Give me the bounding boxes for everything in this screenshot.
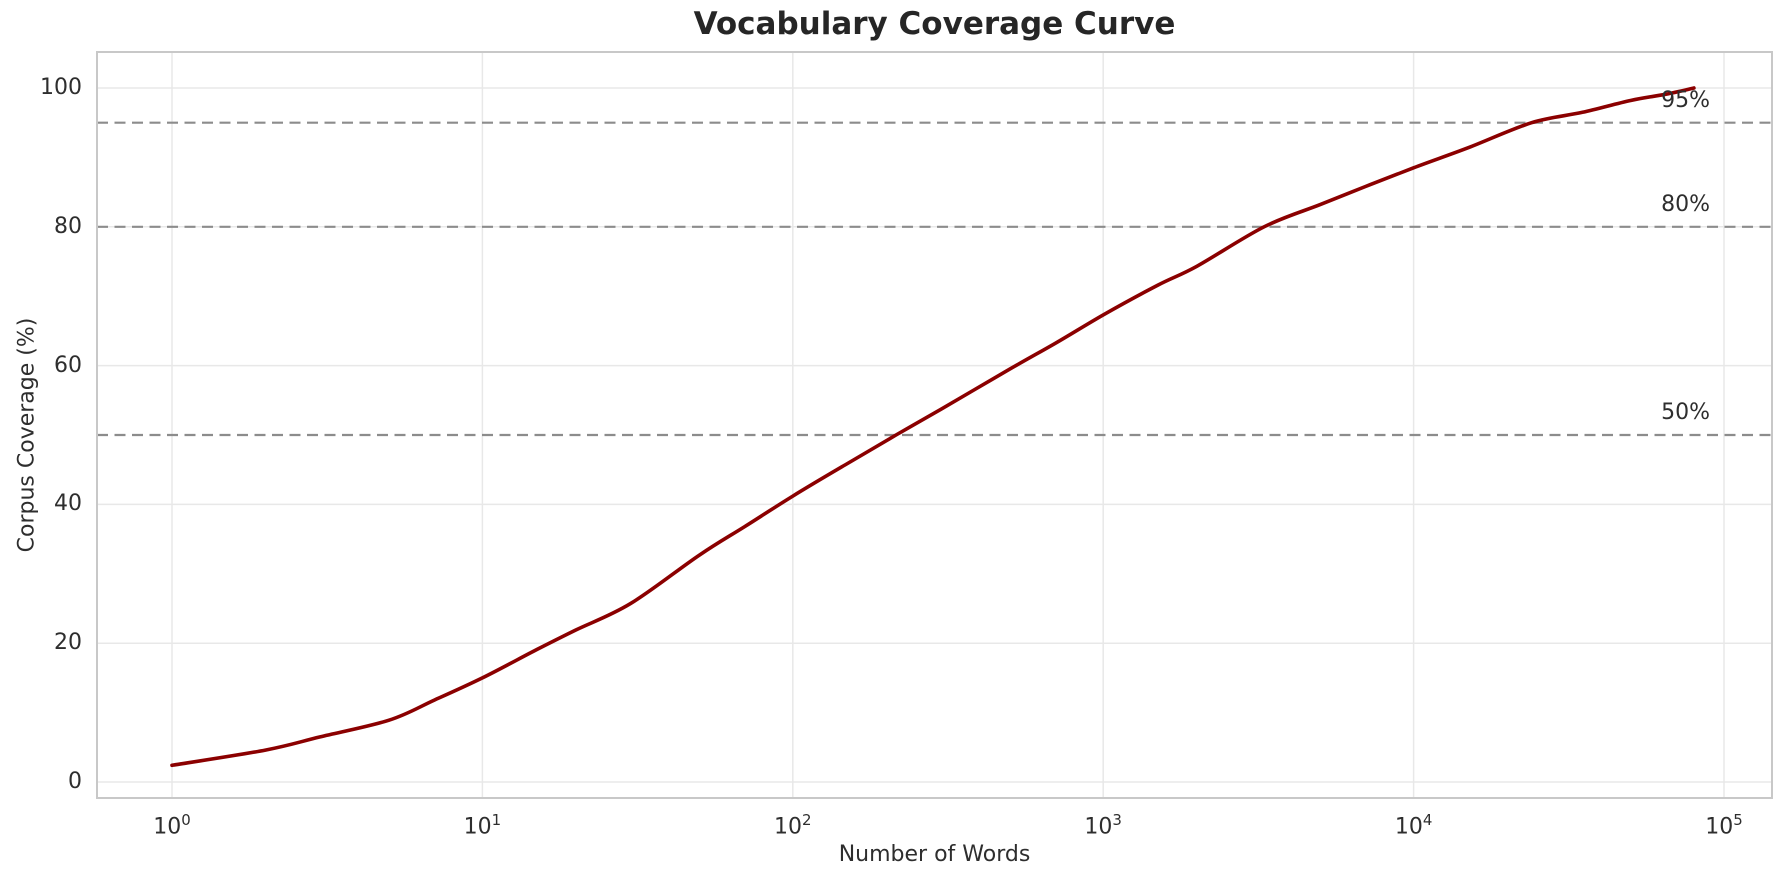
x-tick-base: 10 xyxy=(153,814,182,840)
x-tick-base: 10 xyxy=(463,814,492,840)
reference-label-50: 50% xyxy=(1661,400,1710,425)
x-tick-label: 105 xyxy=(1705,811,1743,839)
plot-border-layer xyxy=(96,51,1773,799)
chart-title: Vocabulary Coverage Curve xyxy=(693,6,1176,42)
x-tick-base: 10 xyxy=(774,814,803,840)
y-tick-label: 40 xyxy=(54,491,82,517)
reference-label-80: 80% xyxy=(1661,191,1710,217)
x-tick-base: 10 xyxy=(1705,814,1734,840)
x-tick-base: 10 xyxy=(1394,814,1423,840)
x-tick-base: 10 xyxy=(1084,814,1113,840)
curve-layer xyxy=(170,86,1696,768)
gridlines xyxy=(97,52,1772,798)
x-tick-exponent: 2 xyxy=(802,811,812,829)
x-axis-label: Number of Words xyxy=(838,842,1031,867)
y-tick-label: 20 xyxy=(54,630,82,656)
coverage-curve xyxy=(170,86,1696,768)
plot-border xyxy=(96,51,1773,799)
x-tick-exponent: 5 xyxy=(1733,811,1743,829)
x-tick-label: 101 xyxy=(464,811,502,839)
y-tick-label: 100 xyxy=(40,75,82,100)
x-tick-exponent: 3 xyxy=(1112,811,1122,829)
reference-label-95: 95% xyxy=(1661,87,1710,113)
x-tick-exponent: 4 xyxy=(1422,811,1433,829)
x-tick-label: 100 xyxy=(153,811,191,839)
x-tick-label: 104 xyxy=(1395,811,1433,839)
x-tick-exponent: 1 xyxy=(491,811,502,829)
y-tick-label: 0 xyxy=(68,769,82,794)
y-tick-label: 80 xyxy=(54,213,82,239)
x-tick-exponent: 0 xyxy=(181,811,191,829)
x-tick-label: 102 xyxy=(774,811,812,839)
reference-lines xyxy=(97,121,1772,437)
y-tick-label: 60 xyxy=(54,352,82,378)
x-tick-label: 103 xyxy=(1084,811,1122,839)
